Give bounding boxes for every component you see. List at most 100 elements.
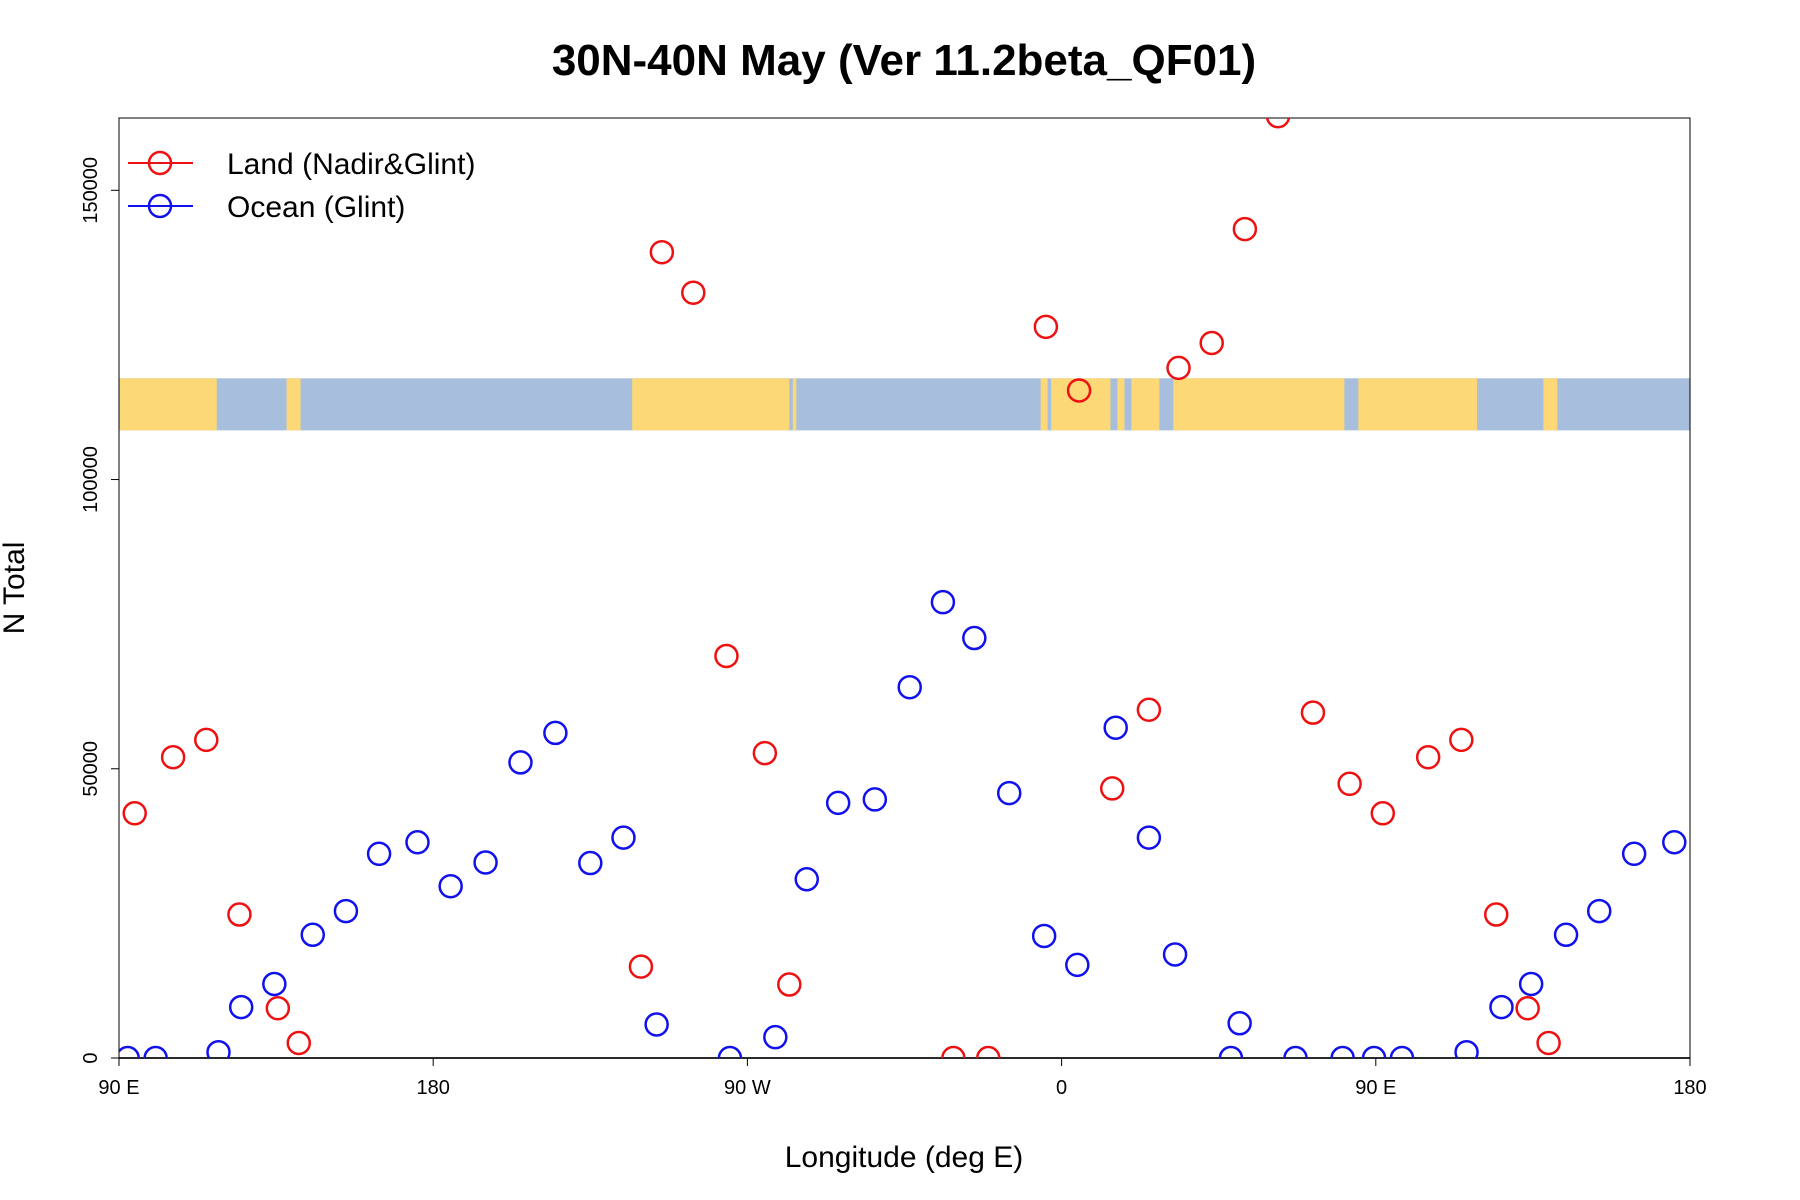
ocean-point — [473, 850, 498, 875]
land-point — [265, 996, 291, 1021]
legend: Land (Nadir&Glint) Ocean (Glint) — [128, 148, 475, 224]
ocean-point — [611, 825, 636, 850]
land-point — [1136, 697, 1162, 723]
ocean-point — [508, 750, 533, 775]
map-land — [1543, 378, 1558, 431]
map-land — [1051, 378, 1111, 431]
y-tick-label: 100000 — [80, 446, 102, 513]
ocean-point — [1553, 922, 1579, 948]
land-point — [122, 801, 147, 826]
ocean-point — [862, 787, 888, 812]
land-point — [1099, 776, 1125, 801]
land-point — [714, 643, 739, 669]
ocean-point — [1227, 1011, 1252, 1036]
ocean-point — [578, 850, 603, 876]
y-tick-label: 0 — [80, 1052, 102, 1063]
land-point — [1515, 996, 1540, 1021]
land-point — [1449, 727, 1474, 753]
ocean-point — [1586, 898, 1612, 924]
land-point — [1300, 700, 1326, 725]
map-land — [119, 378, 217, 431]
map-land — [1131, 378, 1160, 431]
land-point — [194, 727, 219, 753]
x-tick-label: 180 — [417, 1077, 450, 1099]
ocean-point — [1662, 829, 1687, 855]
ocean-point — [1621, 841, 1647, 867]
ocean-point — [119, 1045, 140, 1058]
x-axis: 90 E 180 90 W 0 90 E 180 — [98, 1058, 1707, 1099]
map-land — [1358, 378, 1478, 431]
ocean-point — [1218, 1045, 1244, 1058]
land-point — [1483, 902, 1509, 927]
map-land — [792, 378, 797, 431]
ocean-point — [143, 1045, 168, 1058]
ocean-point — [1162, 942, 1188, 967]
data-points — [119, 118, 1687, 1058]
x-tick-label: 180 — [1673, 1077, 1706, 1099]
legend-item-land[interactable]: Land (Nadir&Glint) — [128, 148, 475, 181]
y-axis-label: N Total — [0, 542, 31, 635]
map-land — [632, 378, 790, 431]
ocean-point — [1489, 994, 1514, 1020]
ocean-point — [1518, 971, 1544, 997]
ocean-point — [543, 720, 568, 746]
map-land — [286, 378, 301, 431]
ocean-point — [825, 790, 851, 816]
ocean-point — [644, 1012, 669, 1037]
land-point — [681, 280, 706, 305]
legend-ocean-label: Ocean (Glint) — [227, 191, 405, 224]
legend-land-label: Land (Nadir&Glint) — [227, 148, 475, 181]
ocean-point — [717, 1045, 743, 1058]
legend-ocean-marker — [147, 193, 173, 219]
ocean-point — [438, 873, 463, 899]
land-point — [1265, 118, 1291, 129]
ocean-point — [206, 1039, 231, 1058]
land-point — [976, 1045, 1001, 1058]
land-point — [227, 902, 252, 927]
ocean-point — [300, 922, 326, 948]
x-tick-label: 90 W — [724, 1077, 771, 1099]
ocean-point — [1389, 1045, 1415, 1058]
land-point — [1199, 330, 1224, 356]
ocean-point — [962, 625, 987, 651]
ocean-point — [763, 1024, 788, 1050]
land-point — [649, 239, 675, 265]
map-land — [1173, 378, 1345, 431]
legend-land-marker — [147, 150, 173, 176]
x-tick-label: 90 E — [1355, 1077, 1396, 1099]
legend-item-ocean[interactable]: Ocean (Glint) — [128, 191, 405, 224]
x-axis-label: Longitude (deg E) — [785, 1141, 1024, 1174]
map-strip — [119, 378, 1690, 431]
land-point — [1536, 1030, 1561, 1056]
y-axis: 0 50000 100000 150000 — [80, 157, 119, 1064]
ocean-point — [1103, 715, 1128, 740]
land-point — [777, 972, 802, 997]
land-point — [1415, 744, 1441, 770]
x-tick-label: 90 E — [98, 1077, 139, 1099]
ocean-point — [1330, 1045, 1355, 1058]
plot-frame — [118, 117, 1691, 1059]
ocean-point — [1361, 1045, 1387, 1058]
y-tick-label: 150000 — [80, 157, 102, 224]
land-point — [160, 744, 186, 770]
land-point — [1370, 801, 1396, 826]
ocean-point — [333, 898, 359, 924]
ocean-point — [228, 994, 254, 1020]
land-point — [286, 1030, 312, 1056]
map-land — [1117, 378, 1125, 431]
map-land — [1040, 378, 1048, 431]
ocean-point — [1031, 923, 1057, 949]
ocean-point — [366, 841, 392, 867]
land-point — [628, 954, 654, 979]
land-point — [941, 1045, 966, 1058]
land-point — [1033, 314, 1059, 340]
ocean-point — [1283, 1045, 1308, 1058]
x-tick-label: 0 — [1056, 1077, 1067, 1099]
ocean-point — [1454, 1039, 1479, 1058]
land-point — [1232, 216, 1258, 242]
land-point — [752, 740, 778, 766]
y-tick-label: 50000 — [80, 741, 102, 797]
ocean-point — [1065, 952, 1090, 978]
land-point — [1337, 771, 1362, 797]
